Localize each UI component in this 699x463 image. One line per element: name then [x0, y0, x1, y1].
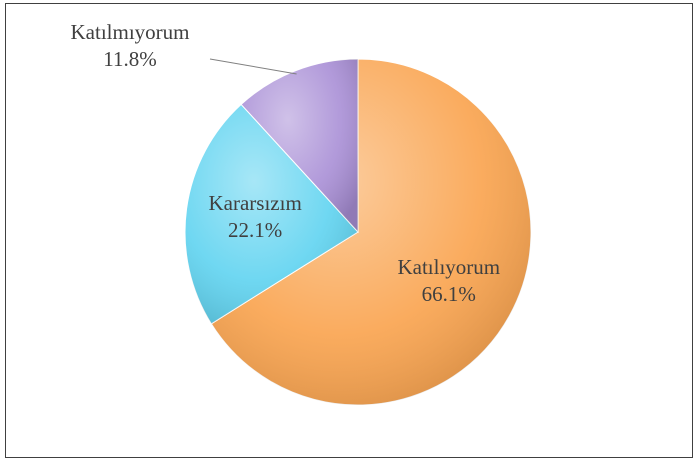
slice-label: Kararsızım [208, 191, 301, 215]
slice-value: 22.1% [228, 218, 282, 242]
leader-line [209, 58, 297, 75]
slice-shine [211, 59, 532, 405]
slice-value: 66.1% [422, 282, 476, 306]
slice-value: 11.8% [103, 47, 156, 71]
slice-label: Katılmıyorum [71, 20, 190, 44]
slice-shine [184, 104, 358, 324]
slice-label: Katılıyorum [397, 255, 500, 279]
slice-shine [241, 59, 358, 232]
